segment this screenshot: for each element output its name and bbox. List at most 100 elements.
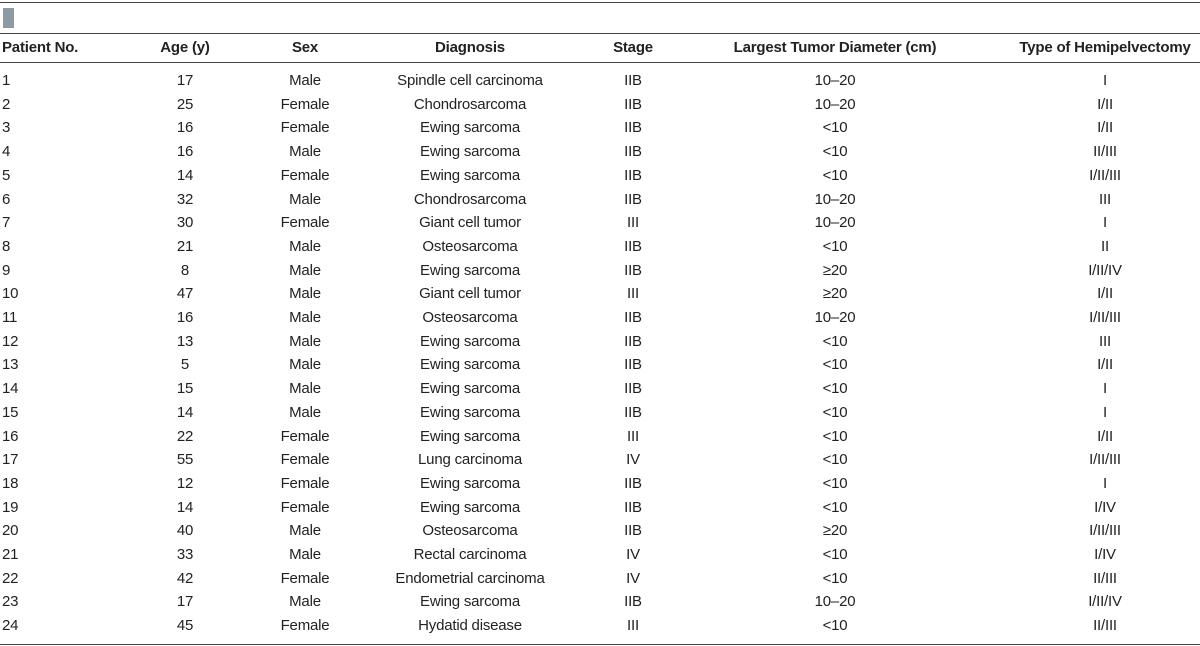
- tumor-diameter-cell: 10–20: [814, 72, 856, 89]
- tumor-diameter-cell: <10: [822, 427, 848, 445]
- sex-cell: Male: [289, 143, 321, 161]
- patient-no-cell: 19: [2, 498, 19, 516]
- column-header: Age (y): [160, 39, 210, 56]
- hemipelvectomy-type-cell: I/IV: [1094, 546, 1116, 563]
- stage-cell: IV: [626, 546, 640, 563]
- stage-cell: IIB: [624, 119, 642, 137]
- header-top-rule: [0, 33, 1200, 34]
- diagnosis-cell: Osteosarcoma: [422, 309, 518, 326]
- sex-cell: Male: [289, 285, 321, 303]
- diagnosis-cell: Ewing sarcoma: [420, 143, 520, 161]
- sex-cell: Male: [289, 403, 321, 421]
- column-header: Stage: [613, 39, 653, 56]
- patient-no-cell: 22: [2, 569, 19, 587]
- tumor-diameter-cell: <10: [822, 356, 848, 374]
- tumor-diameter-cell: ≥20: [822, 285, 848, 303]
- age-cell: 30: [176, 214, 194, 232]
- patient-no-cell: 1: [2, 72, 11, 89]
- age-cell: 12: [176, 474, 194, 492]
- hemipelvectomy-type-cell: I/II/IV: [1088, 593, 1122, 611]
- stage-cell: IIB: [624, 498, 642, 516]
- age-cell: 5: [180, 356, 190, 374]
- patient-no-cell: 13: [2, 356, 19, 374]
- age-cell: 14: [176, 166, 194, 184]
- hemipelvectomy-type-cell: I/II/IV: [1088, 261, 1122, 279]
- stage-cell: IIB: [624, 237, 642, 255]
- diagnosis-cell: Giant cell tumor: [419, 285, 521, 303]
- sex-cell: Male: [289, 261, 321, 279]
- stage-cell: IIB: [624, 95, 642, 113]
- age-cell: 25: [176, 95, 194, 113]
- stage-cell: IIB: [624, 403, 642, 421]
- sex-cell: Female: [280, 498, 330, 516]
- patient-no-cell: 20: [2, 522, 19, 540]
- patient-no-cell: 8: [2, 237, 11, 255]
- age-cell: 16: [176, 143, 194, 161]
- age-cell: 17: [176, 72, 194, 89]
- bottom-rule: [0, 644, 1200, 645]
- sex-cell: Female: [280, 166, 330, 184]
- diagnosis-cell: Spindle cell carcinoma: [397, 72, 543, 89]
- tumor-diameter-cell: ≥20: [822, 522, 848, 540]
- sex-cell: Male: [289, 380, 321, 398]
- patient-no-cell: 4: [2, 143, 11, 161]
- hemipelvectomy-type-cell: I: [1103, 72, 1107, 89]
- sex-cell: Male: [289, 593, 321, 611]
- sex-cell: Male: [289, 522, 321, 540]
- sex-cell: Female: [280, 569, 330, 587]
- stage-cell: IIB: [624, 356, 642, 374]
- diagnosis-cell: Rectal carcinoma: [413, 546, 527, 563]
- diagnosis-cell: Ewing sarcoma: [420, 119, 520, 137]
- sex-cell: Female: [280, 119, 330, 137]
- column-header: Patient No.: [2, 39, 79, 56]
- age-cell: 22: [176, 427, 194, 445]
- tumor-diameter-cell: <10: [822, 332, 848, 350]
- stage-cell: III: [627, 617, 639, 635]
- stage-cell: IIB: [624, 474, 642, 492]
- hemipelvectomy-type-cell: I/IV: [1094, 498, 1116, 516]
- patient-no-cell: 16: [2, 427, 19, 445]
- age-cell: 17: [176, 593, 194, 611]
- sex-cell: Female: [280, 451, 330, 469]
- diagnosis-cell: Osteosarcoma: [422, 237, 518, 255]
- tumor-diameter-cell: <10: [822, 474, 848, 492]
- diagnosis-cell: Ewing sarcoma: [420, 403, 520, 421]
- stage-cell: III: [627, 427, 639, 445]
- tumor-diameter-cell: <10: [822, 498, 848, 516]
- tumor-diameter-cell: <10: [822, 119, 848, 137]
- tumor-diameter-cell: 10–20: [814, 214, 856, 232]
- sex-cell: Female: [280, 617, 330, 635]
- patient-no-cell: 23: [2, 593, 19, 611]
- stage-cell: IIB: [624, 166, 642, 184]
- age-cell: 33: [176, 546, 194, 563]
- sex-cell: Male: [289, 190, 321, 208]
- patient-no-cell: 21: [2, 546, 19, 563]
- tumor-diameter-cell: 10–20: [814, 593, 856, 611]
- hemipelvectomy-type-cell: I/II/III: [1089, 451, 1121, 469]
- hemipelvectomy-type-cell: I: [1103, 403, 1107, 421]
- patient-no-cell: 7: [2, 214, 11, 232]
- tumor-diameter-cell: 10–20: [814, 95, 856, 113]
- hemipelvectomy-type-cell: II/III: [1093, 143, 1117, 161]
- patient-no-cell: 9: [2, 261, 11, 279]
- age-cell: 42: [176, 569, 194, 587]
- tumor-diameter-cell: <10: [822, 451, 848, 469]
- stage-cell: IIB: [624, 522, 642, 540]
- age-cell: 40: [176, 522, 194, 540]
- patient-no-cell: 18: [2, 474, 19, 492]
- hemipelvectomy-type-cell: III: [1099, 332, 1111, 350]
- hemipelvectomy-type-cell: I/II: [1097, 95, 1113, 113]
- age-cell: 47: [176, 285, 194, 303]
- tumor-diameter-cell: <10: [822, 569, 848, 587]
- tumor-diameter-cell: <10: [822, 380, 848, 398]
- sex-cell: Male: [289, 309, 321, 326]
- hemipelvectomy-type-cell: I/II/III: [1089, 309, 1121, 326]
- age-cell: 45: [176, 617, 194, 635]
- top-rule: [0, 2, 1200, 3]
- tumor-diameter-cell: ≥20: [822, 261, 848, 279]
- sex-cell: Male: [289, 332, 321, 350]
- hemipelvectomy-type-cell: I/II: [1097, 356, 1113, 374]
- diagnosis-cell: Ewing sarcoma: [420, 593, 520, 611]
- stage-cell: IV: [626, 569, 640, 587]
